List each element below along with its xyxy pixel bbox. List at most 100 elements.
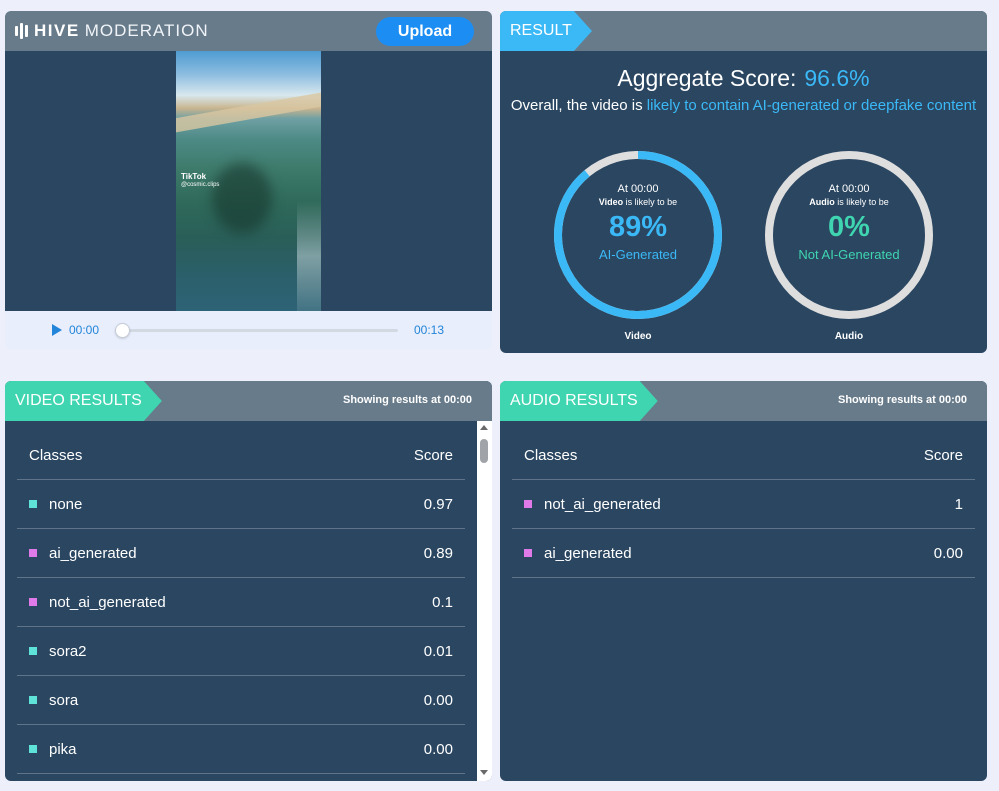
class-color-swatch [524, 500, 532, 508]
video-results-title: VIDEO RESULTS [15, 392, 142, 409]
audio-col-score: Score [923, 446, 963, 464]
class-label: ai_generated [544, 544, 632, 562]
upload-button[interactable]: Upload [376, 17, 474, 46]
score-cell: 0.00 [423, 740, 453, 758]
class-color-swatch [29, 647, 37, 655]
class-color-swatch [29, 745, 37, 753]
table-row: pika 0.00 [17, 725, 465, 774]
audio-col-classes: Classes [524, 446, 578, 464]
overall-highlight: likely to contain AI-generated or deepfa… [646, 97, 977, 114]
video-gauge-likely-text: is likely to be [625, 197, 678, 207]
audio-gauge-likely-text: is likely to be [837, 197, 889, 207]
audio-showing-prefix: Showing results at [838, 394, 936, 406]
video-showing-prefix: Showing results at [343, 394, 441, 406]
class-label: not_ai_generated [49, 593, 166, 611]
video-showing-time: 00:00 [443, 394, 472, 406]
scroll-up-icon[interactable] [480, 425, 488, 430]
class-color-swatch [29, 500, 37, 508]
score-cell: 0.97 [423, 495, 453, 513]
uploader-panel: HIVE MODERATION Upload TikTok @cosmic.cl… [5, 11, 492, 350]
audio-table-header: Classes Score [512, 431, 975, 480]
logo-word-hive: HIVE [34, 21, 80, 40]
video-results-ribbon: VIDEO RESULTS [5, 381, 162, 421]
tiktok-watermark-handle: @cosmic.clips [181, 182, 220, 188]
video-col-score: Score [413, 446, 453, 464]
audio-gauge-subject: Audio [809, 197, 835, 207]
class-cell: not_ai_generated [29, 594, 166, 611]
table-row: none 0.97 [17, 480, 465, 529]
video-player[interactable]: TikTok @cosmic.clips [5, 51, 492, 311]
video-gauge-verdict: AI-Generated [598, 247, 678, 262]
audio-results-table: Classes Score not_ai_generated 1 ai_genera… [512, 431, 975, 578]
aggregate-value: 96.6% [804, 65, 870, 91]
video-beach [176, 90, 321, 134]
video-table-body: none 0.97 ai_generated 0.89 not_ai_generated… [17, 480, 465, 774]
class-label: pika [49, 740, 77, 758]
tiktok-watermark-label: TikTok [181, 172, 207, 181]
video-gauge-text: At 00:00 Video is likely to be 89% AI-Ge… [552, 183, 724, 262]
class-color-swatch [29, 696, 37, 704]
play-icon[interactable] [52, 324, 62, 336]
video-shadow [212, 163, 272, 233]
result-panel: RESULT Aggregate Score: 96.6% Overall, th… [500, 11, 987, 353]
class-label: sora2 [49, 642, 87, 660]
scroll-thumb[interactable] [480, 439, 488, 463]
scroll-down-icon[interactable] [480, 770, 488, 775]
table-row: not_ai_generated 0.1 [17, 578, 465, 627]
class-label: none [49, 495, 83, 513]
audio-results-header: AUDIO RESULTS Showing results at 00:00 [500, 381, 987, 421]
class-cell: not_ai_generated [524, 496, 661, 513]
video-results-table: Classes Score none 0.97 ai_generated 0.89 no… [17, 431, 465, 774]
audio-gauge-percent: 0% [828, 211, 870, 243]
class-cell: pika [29, 741, 77, 758]
video-gauge-percent: 89% [608, 211, 668, 243]
video-frame[interactable]: TikTok @cosmic.clips [176, 51, 321, 311]
logo-word-moderation: MODERATION [84, 21, 209, 40]
current-time: 00:00 [69, 323, 100, 337]
video-gauge-caption: Video [624, 331, 652, 342]
video-showing-results: Showing results at 00:00 [343, 394, 472, 406]
class-label: not_ai_generated [544, 495, 661, 513]
score-cell: 0.1 [432, 593, 453, 611]
audio-gauge-verdict: Not AI-Generated [798, 247, 900, 262]
table-row: not_ai_generated 1 [512, 480, 975, 529]
class-cell: ai_generated [524, 545, 632, 562]
video-controls: 00:00 00:13 [5, 311, 492, 350]
seek-handle[interactable] [115, 323, 130, 338]
seek-bar[interactable] [123, 329, 398, 332]
video-gauge-arc [554, 151, 722, 319]
video-results-header: VIDEO RESULTS Showing results at 00:00 [5, 381, 492, 421]
class-color-swatch [524, 549, 532, 557]
overall-prefix: Overall, the video is [510, 97, 643, 114]
video-table-header: Classes Score [17, 431, 465, 480]
class-cell: sora [29, 692, 78, 709]
video-gauge-subject: Video [598, 197, 624, 207]
audio-results-panel: AUDIO RESULTS Showing results at 00:00 C… [500, 381, 987, 781]
table-row: sora2 0.01 [17, 627, 465, 676]
video-results-panel: VIDEO RESULTS Showing results at 00:00 C… [5, 381, 492, 781]
video-gauge-likely: Video is likely to be [552, 197, 724, 207]
video-col-classes: Classes [29, 446, 83, 464]
result-ribbon: RESULT [500, 11, 592, 51]
class-color-swatch [29, 549, 37, 557]
table-row: ai_generated 0.89 [17, 529, 465, 578]
class-cell: none [29, 496, 82, 513]
audio-gauge-caption: Audio [834, 331, 864, 342]
audio-gauge: At 00:00 Audio is likely to be 0% Not AI… [763, 149, 935, 321]
score-cell: 0.01 [423, 642, 453, 660]
result-header: RESULT [500, 11, 987, 51]
audio-showing-results: Showing results at 00:00 [838, 394, 967, 406]
class-cell: ai_generated [29, 545, 137, 562]
video-results-scrollbar[interactable] [477, 421, 492, 781]
audio-table-body: not_ai_generated 1 ai_generated 0.00 [512, 480, 975, 578]
score-cell: 0.89 [423, 544, 453, 562]
video-foam [297, 201, 321, 311]
score-cell: 0.00 [933, 544, 963, 562]
score-cell: 0.00 [423, 691, 453, 709]
audio-results-ribbon: AUDIO RESULTS [500, 381, 658, 421]
result-ribbon-label: RESULT [510, 22, 572, 39]
class-label: ai_generated [49, 544, 137, 562]
audio-gauge-at: At 00:00 [828, 183, 870, 195]
audio-gauge-text: At 00:00 Audio is likely to be 0% Not AI… [763, 183, 935, 262]
table-row: ai_generated 0.00 [512, 529, 975, 578]
